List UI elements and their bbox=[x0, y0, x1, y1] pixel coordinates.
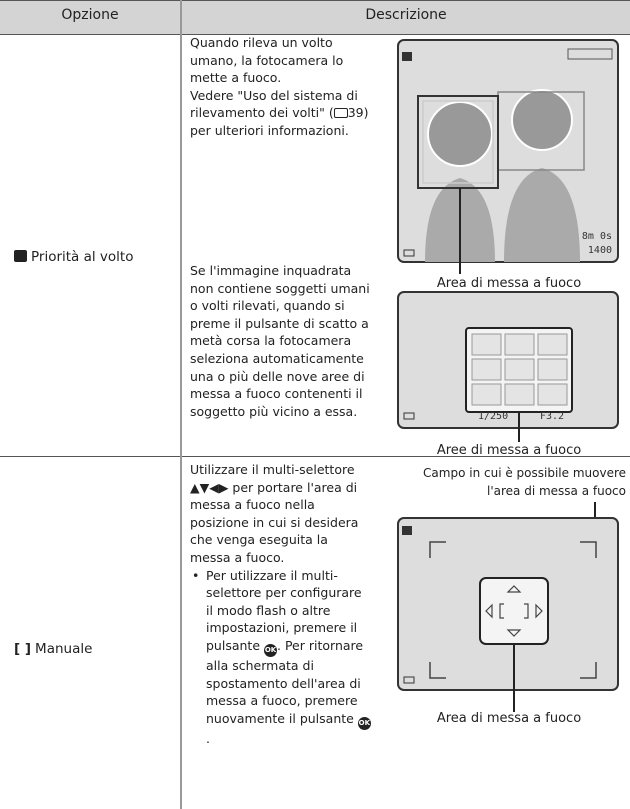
book-icon bbox=[333, 108, 348, 119]
manual-icon: [ ] bbox=[14, 641, 32, 657]
option-label: Manuale bbox=[35, 641, 93, 657]
text: Per utilizzare il multi-selettore per co… bbox=[206, 567, 362, 653]
description: Utilizzare il multi-selettore ▲▼◀▶ per p… bbox=[190, 461, 372, 747]
description: Quando rileva un volto umano, la fotocam… bbox=[190, 34, 378, 140]
text: . Per ritornare alla schermata di sposta… bbox=[206, 637, 364, 726]
ok-icon: OK bbox=[357, 716, 371, 730]
caption: Aree di messa a fuoco bbox=[436, 443, 582, 458]
screen-text: 8m 0s bbox=[582, 231, 612, 242]
screen-illustration: 1/250 F3.2 bbox=[397, 291, 619, 442]
screen-text: 1/250 bbox=[478, 411, 508, 422]
option: Priorità al volto bbox=[14, 249, 134, 267]
paragraph: Quando rileva un volto umano, la fotocam… bbox=[190, 35, 344, 86]
bullet: • Per utilizzare il multi-selettore per c… bbox=[190, 567, 372, 748]
annotation: Campo in cui è possibile muovere l'area … bbox=[423, 466, 626, 498]
header-cell: Opzione bbox=[61, 7, 119, 23]
option-label: Priorità al volto bbox=[31, 249, 134, 265]
description: Se l'immagine inquadrata non contiene so… bbox=[190, 263, 370, 419]
ok-icon: OK bbox=[264, 643, 278, 657]
caption: Area di messa a fuoco bbox=[436, 276, 582, 291]
text: 39) per ulteriori informazioni. bbox=[190, 105, 369, 138]
screen-illustration bbox=[397, 502, 619, 712]
paragraph: Utilizzare il multi-selettore ▲▼◀▶ per p… bbox=[190, 462, 359, 565]
rule bbox=[0, 456, 630, 457]
bullet-dot: • bbox=[192, 567, 200, 583]
header-bg bbox=[0, 0, 630, 34]
option: [ ] Manuale bbox=[14, 641, 92, 659]
header-cell: Descrizione bbox=[365, 7, 447, 23]
screen-text: 1400 bbox=[588, 245, 612, 256]
screen-illustration: 8m 0s 1400 bbox=[397, 39, 619, 274]
rule bbox=[180, 0, 182, 809]
rule bbox=[0, 0, 630, 1]
caption: Area di messa a fuoco bbox=[436, 711, 582, 726]
text: . bbox=[206, 730, 210, 746]
paragraph: Vedere "Uso del sistema di rilevamento d… bbox=[190, 87, 378, 140]
text: Vedere "Uso del sistema di rilevamento d… bbox=[190, 87, 358, 121]
screen-text: F3.2 bbox=[540, 411, 564, 422]
rule bbox=[0, 34, 630, 35]
face-icon bbox=[14, 250, 27, 262]
